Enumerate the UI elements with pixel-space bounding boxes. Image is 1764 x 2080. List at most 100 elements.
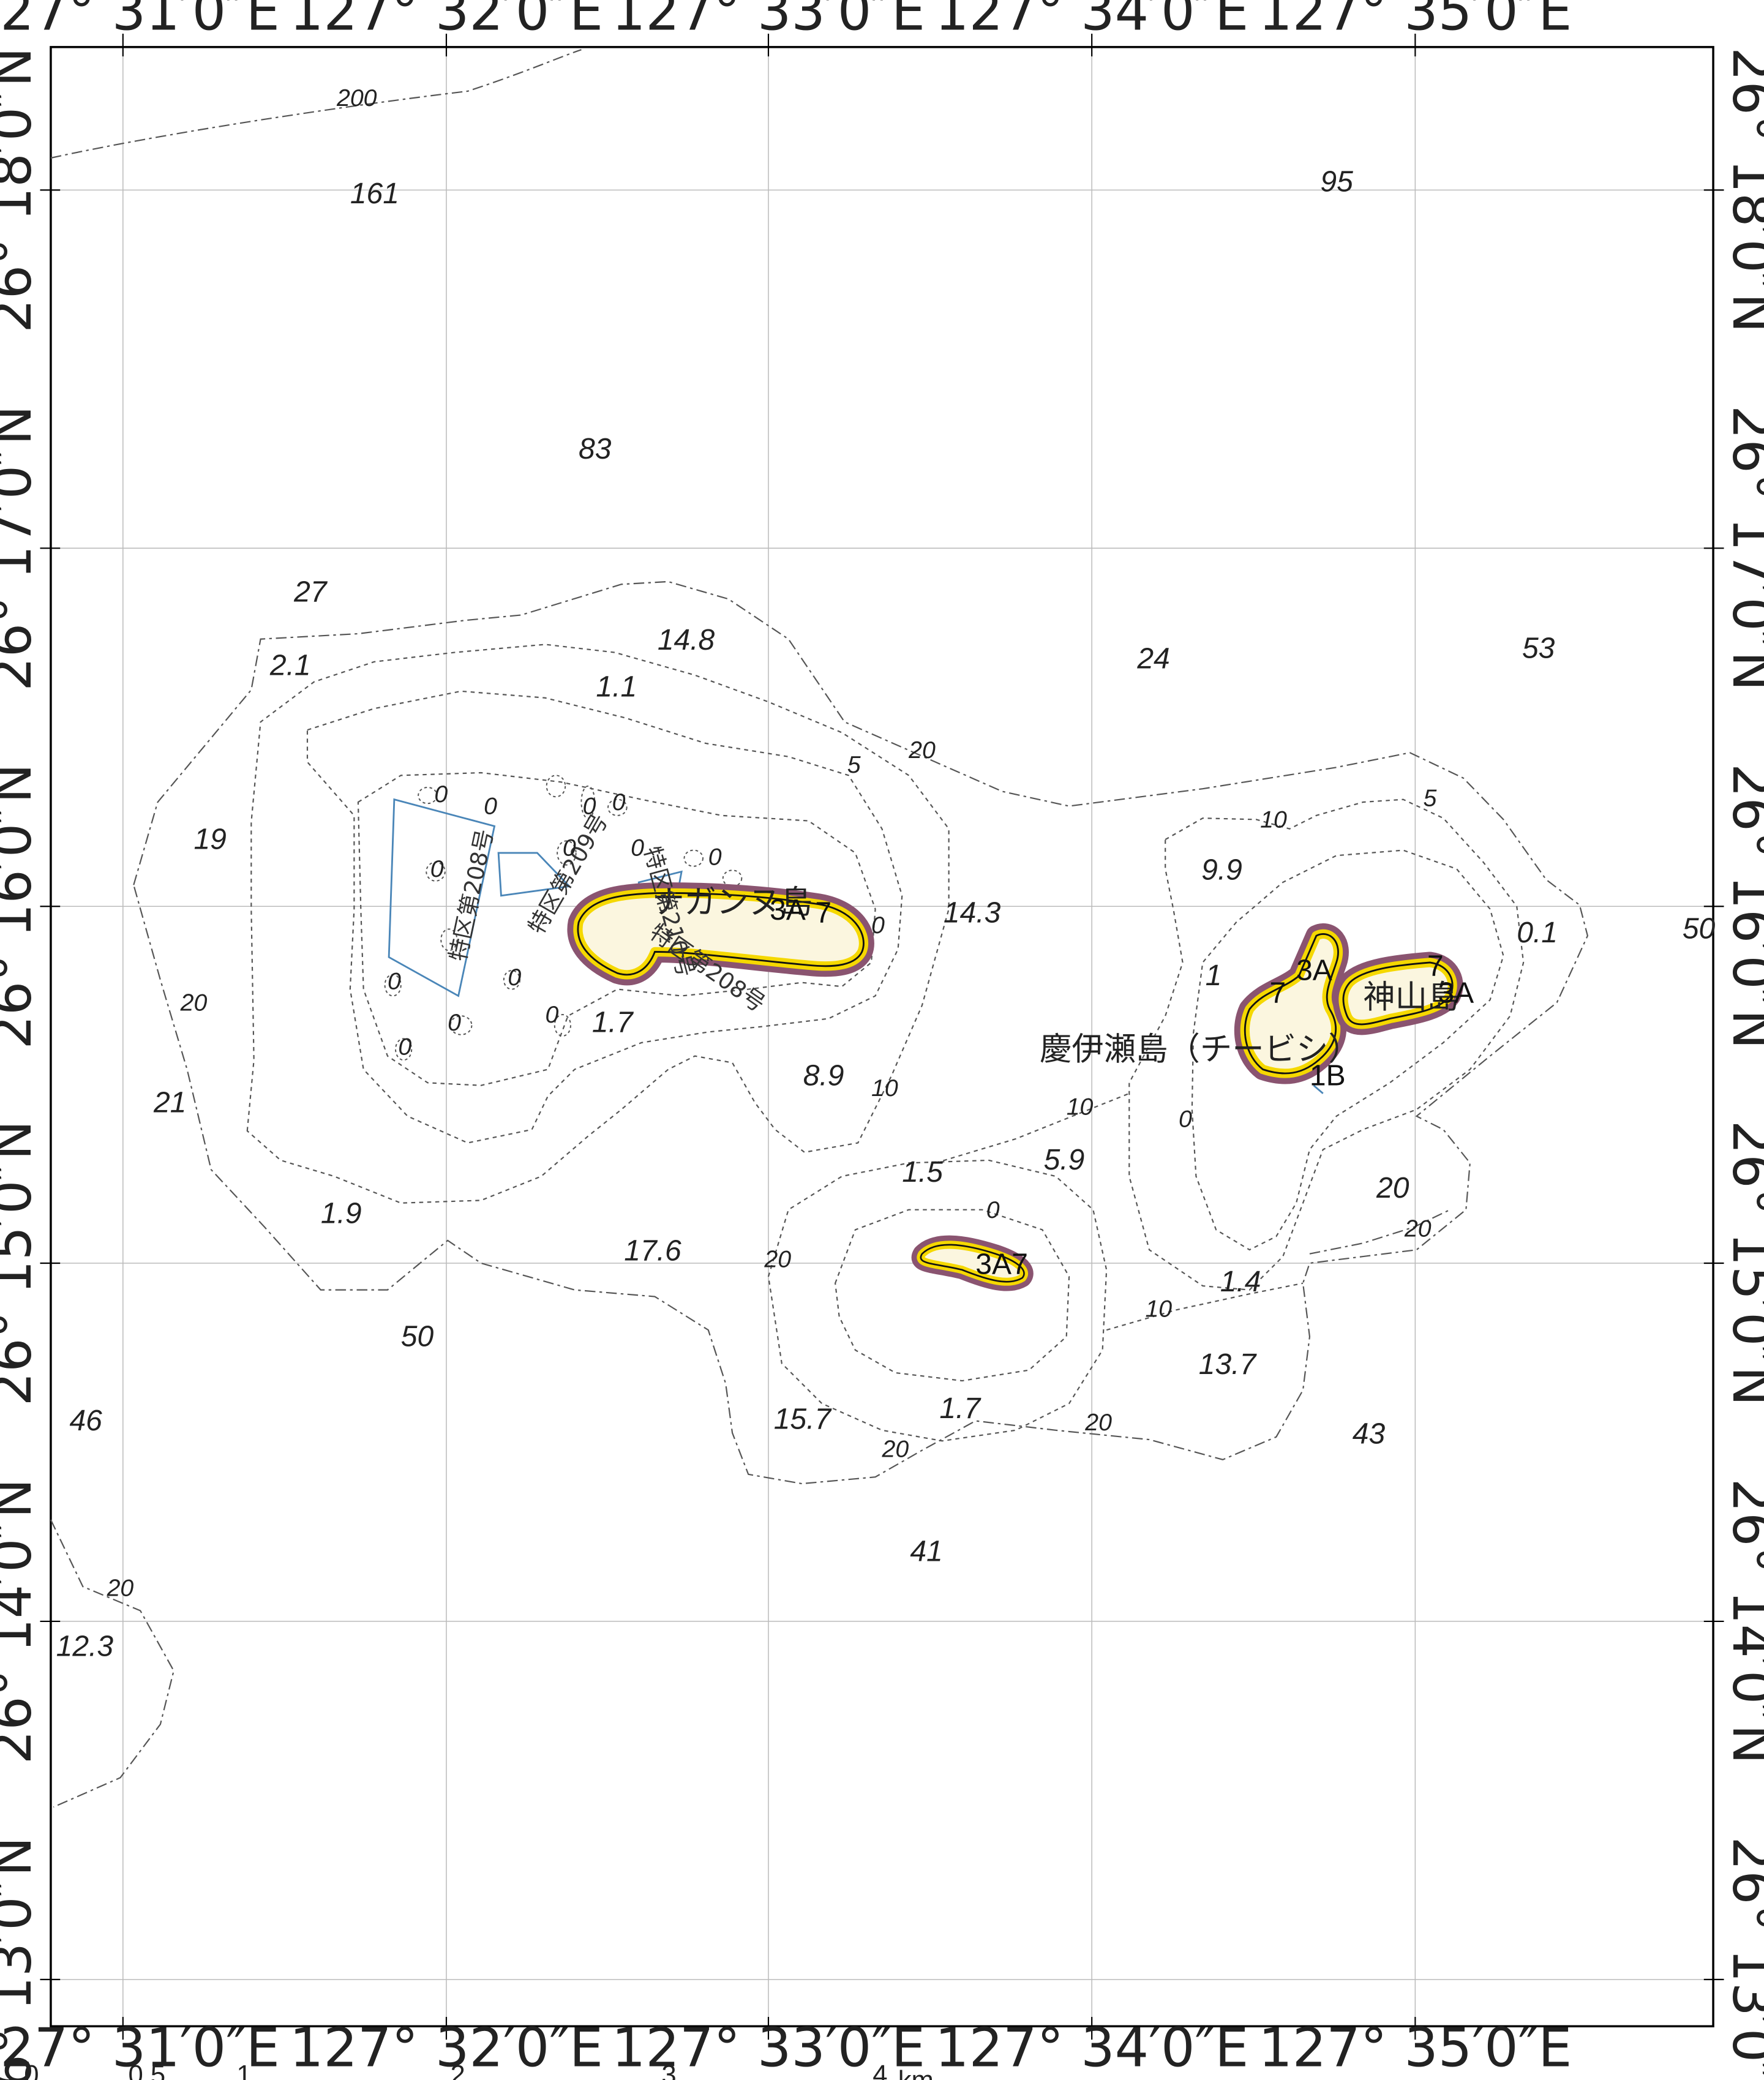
longitude-labels-bottom: 127° 31′0″E 127° 32′0″E 127° 33′0″E 127°… [0,2017,1572,2079]
reef-patch [440,928,458,952]
sounding: 1.9 [321,1198,362,1230]
frame-ticks [40,34,1724,2040]
code-label: 7 [815,896,831,929]
map-frame [50,46,1714,2027]
sounding: 2.1 [269,650,311,682]
depth-soundings: 161 95 83 27 2.1 14.8 1.1 24 53 19 9.9 1… [56,166,1716,1663]
lon-label: 127° 35′0″E [1258,2017,1572,2079]
sounding: 1 [1206,959,1222,992]
reef-patch [557,840,577,866]
scale-tick-label: 0 [24,2060,39,2080]
lat-label: 26° 17′0″N [0,405,43,691]
contour-label: 0 [631,834,644,861]
latitude-labels-left: 26° 18′0″N 26° 17′0″N 26° 16′0″N 26° 15′… [0,47,43,2080]
scale-tick-label: 2 [451,2060,465,2080]
contour-20-se [1309,1209,1451,1255]
reef-patch [607,798,628,816]
contour-label: 0 [708,844,722,871]
contour-label: 0 [1179,1105,1192,1132]
contour-200 [50,49,582,159]
scale-tick-label: 0.5 [129,2060,166,2080]
sounding: 161 [350,178,399,210]
depth-contours [50,49,1589,1808]
contour-label: 10 [1067,1094,1094,1121]
contour-label: 0 [398,1034,411,1061]
contour-label: 10 [1260,806,1287,833]
reef-patch [722,869,743,887]
sounding: 1.7 [939,1392,981,1425]
contour-label: 0 [612,789,626,816]
contour-label: 0 [583,793,596,820]
lon-label: 127° 31′0″E [0,0,280,42]
contour-label: 0 [545,1001,558,1028]
sounding: 0.1 [1517,917,1558,949]
sounding: 1.5 [902,1156,943,1188]
sounding: 50 [1683,913,1716,945]
contour-label: 0 [448,1009,461,1036]
lat-label: 26° 15′0″N [1721,1121,1764,1406]
island-south-islet [911,1235,1034,1291]
code-label: 1B [1310,1060,1346,1092]
contour-5-east [1191,849,1504,1251]
contour-label: 20 [908,737,936,764]
zone-polyline [1313,1084,1324,1094]
contour-label: 0 [430,855,444,882]
lon-label: 127° 34′0″E [935,2017,1248,2079]
contour-label: 10 [1145,1295,1172,1322]
lon-label: 127° 35′0″E [1258,0,1572,42]
scale-tick-label: 4 [873,2060,887,2080]
island-name-kamiyama: 神山島 [1363,978,1459,1016]
code-label: 7 [1269,977,1286,1009]
sounding: 21 [153,1086,186,1119]
lat-label: 26° 16′0″N [0,764,43,1049]
island-name-keise: 慶伊瀬島（チービシ） [1040,1031,1361,1068]
sounding: 8.9 [803,1060,844,1092]
zone-polygon [497,852,571,897]
kamiyama-west-coastline [1244,933,1339,1075]
sounding: 1.4 [1220,1266,1261,1298]
island-kamiyama-west [1234,923,1349,1084]
lat-label: 26° 18′0″N [1721,47,1764,333]
reef-patch [426,862,446,882]
contour-label: 20 [180,989,208,1016]
contour-labels: 200 20 5 0 10 20 5 10 10 0 20 20 10 20 0… [107,84,1437,1602]
reef-patch [554,1014,571,1037]
naganu-coastline [577,892,865,976]
code-label: 7 [1011,1248,1028,1280]
contour-10-mid [935,1092,1130,1164]
lon-label: 127° 32′0″E [290,2017,603,2079]
sounding: 17.6 [624,1235,681,1267]
lat-label: 26° 13′0″N [1721,1836,1764,2080]
lon-label: 127° 31′0″E [0,2017,280,2079]
longitude-labels-top: 127° 31′0″E 127° 32′0″E 127° 33′0″E 127°… [0,0,1572,42]
reef-patch [503,970,521,990]
lat-label: 26° 14′0″N [0,1478,43,1764]
contour-5-west [306,690,903,1144]
lon-label: 127° 33′0″E [612,2017,925,2079]
reef-patch [384,974,402,997]
reef-patch [395,1038,413,1061]
contour-label: 5 [1423,785,1436,812]
contour-20-sw [50,1519,175,1808]
sounding: 43 [1353,1418,1386,1451]
latitude-labels-right: 26° 18′0″N 26° 17′0″N 26° 16′0″N 26° 15′… [1721,47,1764,2080]
reef-patch [449,1015,473,1035]
contour-label: 0 [434,781,448,808]
scale-bar: 0 0.5 1 2 3 4 km [24,2060,934,2080]
sounding: 41 [910,1536,942,1568]
sensitivity-codes: 3A 7 3A 7 3A 7 1B 3A 7 [770,894,1474,1280]
sounding: 14.8 [658,624,715,656]
contour-label: 0 [388,968,401,995]
reef-patch [580,785,596,819]
contour-5-south-islet [834,1209,1070,1382]
sounding: 53 [1522,632,1555,664]
place-names: ナガンヌ島 慶伊瀬島（チービシ） 神山島 [652,884,1459,1068]
contour-label: 0 [484,793,497,820]
zone-polygon [388,798,496,997]
contour-label: 20 [764,1246,791,1273]
sounding: 95 [1320,166,1353,198]
code-label: 7 [1427,950,1444,983]
south-islet-coastline [920,1244,1025,1283]
lat-label: 26° 18′0″N [0,47,43,333]
